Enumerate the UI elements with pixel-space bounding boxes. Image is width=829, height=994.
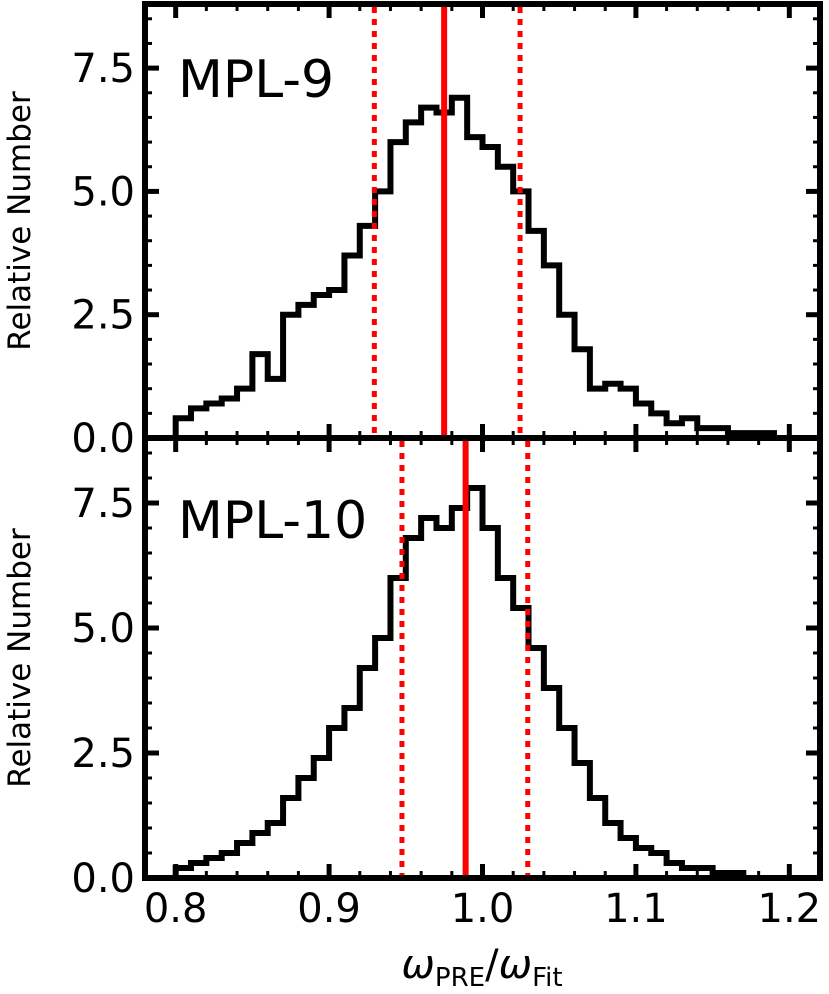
y-tick-label-3: 7.5 [71, 46, 135, 92]
x-tick-label-3: 1.1 [604, 886, 668, 932]
x-tick-label-0: 0.8 [144, 886, 208, 932]
x-tick-label-2: 1.0 [451, 886, 515, 932]
y-tick-label-3: 7.5 [71, 481, 135, 527]
y-tick-label-1: 2.5 [71, 293, 135, 339]
y-tick-labels: 0.0 2.5 5.0 7.5 [71, 481, 135, 902]
x-label-omega: ω [401, 942, 435, 988]
tick-marks [143, 4, 822, 441]
tick-marks [143, 438, 822, 881]
reference-lines [399, 441, 531, 875]
panel-label: MPL-9 [178, 50, 334, 110]
panel-label: MPL-10 [178, 491, 367, 551]
x-label-omega-2: ω [499, 942, 533, 988]
x-label-slash: / [485, 942, 499, 988]
y-tick-label-0: 0.0 [71, 416, 135, 462]
histogram-step-line [172, 94, 790, 441]
y-tick-label-1: 2.5 [71, 731, 135, 777]
y-tick-label-2: 5.0 [71, 169, 135, 215]
x-axis-label: ωPRE/ωFit [401, 942, 562, 993]
y-tick-label-2: 5.0 [71, 606, 135, 652]
y-axis-label: Relative Number [2, 91, 38, 351]
x-tick-label-4: 1.2 [758, 886, 822, 932]
panel-mpl10: 0.0 2.5 5.0 7.5 0.8 0.9 1.0 1.1 1.2 MPL-10 Rela… [2, 435, 823, 993]
x-label-sub-fit: Fit [532, 963, 562, 993]
y-tick-label-0: 0.0 [71, 856, 135, 902]
x-label-sub-pre: PRE [435, 963, 485, 993]
panel-mpl9: 0.0 2.5 5.0 7.5 MPL-9 Relative Number [2, 1, 823, 462]
x-tick-label-1: 0.9 [297, 886, 361, 932]
y-axis-label: Relative Number [2, 528, 38, 788]
x-tick-labels: 0.8 0.9 1.0 1.1 1.2 [144, 886, 821, 932]
reference-lines [371, 7, 523, 435]
y-tick-labels: 0.0 2.5 5.0 7.5 [71, 46, 135, 462]
